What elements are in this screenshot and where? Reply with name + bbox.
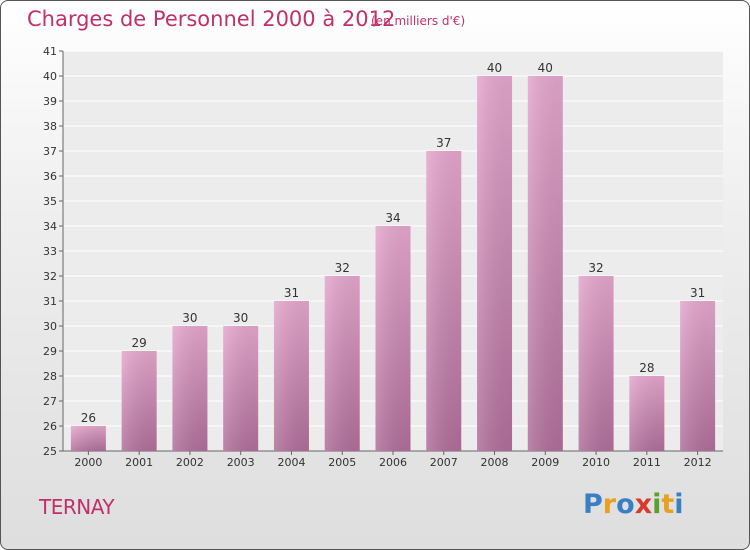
- bar-shade: [629, 376, 665, 451]
- chart-subtitle: (en milliers d'€): [371, 14, 466, 28]
- y-tick-label: 26: [43, 420, 57, 433]
- logo-letter: P: [583, 489, 603, 520]
- bars: [70, 76, 716, 451]
- logo-letter: i: [652, 489, 662, 520]
- value-label: 30: [233, 311, 248, 325]
- bar-shade: [426, 151, 462, 451]
- bar-shade: [223, 326, 259, 451]
- logo-letter: i: [674, 489, 684, 520]
- x-tick-label: 2006: [379, 456, 407, 469]
- value-label: 40: [538, 61, 553, 75]
- x-tick-label: 2001: [125, 456, 153, 469]
- value-label: 31: [284, 286, 299, 300]
- labels: 25 26 27 28 29 30 31 32 33 34 35 36 37 38 39 40 41 2000 26…: [43, 45, 712, 469]
- bar-shade: [578, 276, 614, 451]
- value-label: 28: [639, 361, 654, 375]
- x-tick-label: 2011: [633, 456, 661, 469]
- value-label: 26: [81, 411, 96, 425]
- x-tick-label: 2005: [328, 456, 356, 469]
- y-tick-label: 30: [43, 320, 57, 333]
- value-label: 29: [132, 336, 147, 350]
- value-label: 40: [487, 61, 502, 75]
- x-tick-label: 2004: [277, 456, 305, 469]
- bar-shade: [375, 226, 411, 451]
- y-tick-label: 39: [43, 95, 57, 108]
- y-tick-label: 40: [43, 70, 57, 83]
- chart-title: Charges de Personnel 2000 à 2012: [27, 7, 396, 31]
- y-tick-label: 34: [43, 220, 57, 233]
- value-label: 32: [335, 261, 350, 275]
- y-tick-label: 41: [43, 45, 57, 58]
- x-tick-label: 2002: [176, 456, 204, 469]
- x-tick-label: 2000: [74, 456, 102, 469]
- logo-letter: t: [661, 489, 675, 520]
- x-tick-label: 2010: [582, 456, 610, 469]
- bar-shade: [527, 76, 563, 451]
- y-tick-label: 31: [43, 295, 57, 308]
- y-tick-label: 28: [43, 370, 57, 383]
- y-tick-label: 35: [43, 195, 57, 208]
- y-tick-label: 33: [43, 245, 57, 258]
- y-tick-label: 37: [43, 145, 57, 158]
- x-tick-label: 2009: [531, 456, 559, 469]
- bar-shade: [680, 301, 716, 451]
- value-label: 31: [690, 286, 705, 300]
- y-tick-label: 27: [43, 395, 57, 408]
- bar-shade: [70, 426, 106, 451]
- y-tick-label: 38: [43, 120, 57, 133]
- y-tick-label: 32: [43, 270, 57, 283]
- bar-shade: [172, 326, 208, 451]
- value-label: 32: [588, 261, 603, 275]
- bar-shade: [121, 351, 157, 451]
- y-tick-label: 36: [43, 170, 57, 183]
- logo-letter: o: [616, 489, 635, 520]
- x-tick-label: 2007: [430, 456, 458, 469]
- bar-shade: [273, 301, 309, 451]
- value-label: 37: [436, 136, 451, 150]
- value-label: 30: [182, 311, 197, 325]
- bar-shade: [477, 76, 513, 451]
- proxiti-logo[interactable]: Proxiti: [583, 489, 684, 520]
- logo-letter: x: [634, 489, 653, 520]
- x-tick-label: 2012: [684, 456, 712, 469]
- commune-name: TERNAY: [39, 495, 115, 519]
- x-tick-label: 2008: [481, 456, 509, 469]
- logo-letter: r: [602, 489, 617, 520]
- value-label: 34: [385, 211, 400, 225]
- y-tick-label: 25: [43, 445, 57, 458]
- x-tick-label: 2003: [227, 456, 255, 469]
- y-tick-label: 29: [43, 345, 57, 358]
- bar-shade: [324, 276, 360, 451]
